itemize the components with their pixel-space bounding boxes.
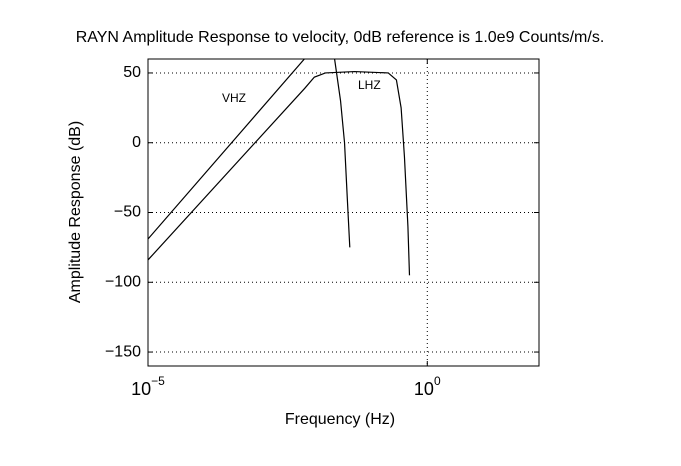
chart-title: RAYN Amplitude Response to velocity, 0dB… bbox=[76, 29, 605, 46]
annotation: LHZ bbox=[358, 78, 381, 92]
y-axis-label: Amplitude Response (dB) bbox=[67, 121, 84, 303]
x-tick-exponent: 0 bbox=[434, 374, 441, 388]
y-tick-label: −50 bbox=[114, 204, 141, 221]
axes-box bbox=[147, 58, 540, 367]
line-series bbox=[148, 59, 351, 248]
x-tick-label: 100 bbox=[414, 374, 441, 399]
x-tick-exponent: −5 bbox=[151, 374, 165, 388]
annotation: VHZ bbox=[222, 91, 246, 105]
y-tick-label: −150 bbox=[105, 343, 141, 360]
x-tick-base: 10 bbox=[414, 379, 434, 399]
x-tick-base: 10 bbox=[131, 379, 151, 399]
y-tick-label: 0 bbox=[132, 134, 141, 151]
y-tick-label: −100 bbox=[105, 273, 141, 290]
line-series bbox=[148, 70, 411, 276]
x-tick-label: 10−5 bbox=[131, 374, 165, 399]
y-tick-label: 50 bbox=[123, 64, 141, 81]
x-axis-label: Frequency (Hz) bbox=[285, 411, 395, 428]
